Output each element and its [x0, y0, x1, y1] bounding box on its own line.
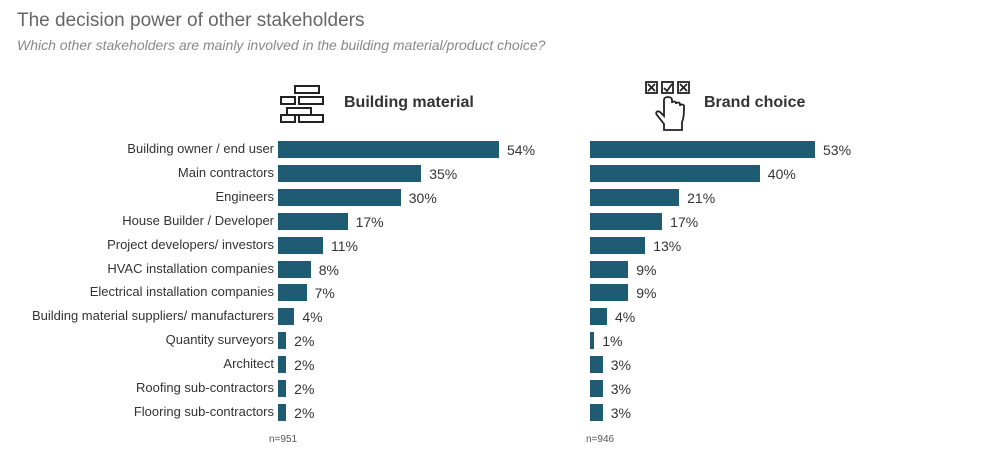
bar [590, 236, 646, 254]
data-label: 2% [294, 381, 315, 397]
bar [590, 403, 603, 421]
hand-checkbox-icon [645, 81, 690, 131]
data-label: 9% [636, 285, 657, 302]
bar [278, 332, 287, 350]
category-label: Flooring sub-contractors [133, 403, 274, 419]
panel-title-building-material: Building material [344, 94, 474, 111]
bar [590, 260, 629, 278]
data-label: 3% [610, 381, 631, 397]
bar [590, 141, 815, 158]
data-label: 2% [294, 333, 315, 350]
data-label: 40% [767, 165, 796, 182]
data-label: 3% [610, 357, 631, 374]
bar [278, 403, 287, 421]
data-label: 21% [687, 189, 716, 206]
bar [278, 284, 307, 302]
bar [590, 188, 680, 206]
bar [590, 308, 607, 326]
bar [278, 356, 287, 374]
category-label: Electrical installation companies [89, 284, 274, 300]
bar [590, 380, 603, 397]
chart-title: The decision power of other stakeholders [17, 10, 365, 31]
bar [590, 284, 629, 302]
category-label: Main contractors [177, 164, 274, 180]
data-label: 8% [318, 261, 339, 278]
bar [590, 332, 595, 350]
data-label: 9% [636, 261, 657, 278]
category-label: House Builder / Developer [122, 212, 274, 228]
data-label: 1% [602, 333, 623, 350]
data-label: 17% [355, 213, 384, 230]
data-label: 30% [408, 189, 437, 206]
data-label: 54% [507, 142, 536, 158]
bar [278, 380, 287, 397]
chart-subtitle: Which other stakeholders are mainly invo… [17, 37, 546, 53]
data-label: 4% [302, 309, 323, 326]
category-label: HVAC installation companies [107, 260, 274, 276]
bar [278, 188, 401, 206]
bar [278, 164, 422, 182]
data-label: 13% [653, 237, 682, 254]
bar [590, 356, 603, 374]
data-label: 35% [429, 165, 458, 182]
data-label: 11% [331, 237, 358, 254]
bar [278, 212, 348, 230]
data-label: 2% [294, 404, 315, 421]
bar [590, 164, 760, 182]
brick-wall-icon [280, 85, 324, 123]
category-label: Building owner / end user [127, 141, 274, 156]
data-label: 17% [670, 213, 699, 230]
bar [590, 212, 663, 230]
bar [278, 236, 324, 254]
data-label: 4% [614, 309, 636, 326]
data-label: 7% [314, 285, 335, 302]
data-label: 53% [823, 142, 852, 158]
panel-title-brand-choice: Brand choice [704, 94, 806, 111]
category-label: Roofing sub-contractors [135, 380, 274, 395]
category-label: Quantity surveyors [165, 332, 274, 348]
category-label: Architect [223, 356, 274, 372]
data-label: 3% [610, 404, 631, 421]
sample-size-building-material: n=951 [269, 434, 298, 445]
bar [278, 141, 499, 158]
category-label: Project developers/ investors [107, 236, 274, 252]
bar [278, 308, 295, 326]
category-label: Building material suppliers/ manufacture… [31, 308, 274, 324]
data-label: 2% [294, 357, 315, 374]
category-label: Engineers [215, 188, 274, 204]
sample-size-brand-choice: n=946 [586, 434, 615, 445]
bar [278, 260, 311, 278]
